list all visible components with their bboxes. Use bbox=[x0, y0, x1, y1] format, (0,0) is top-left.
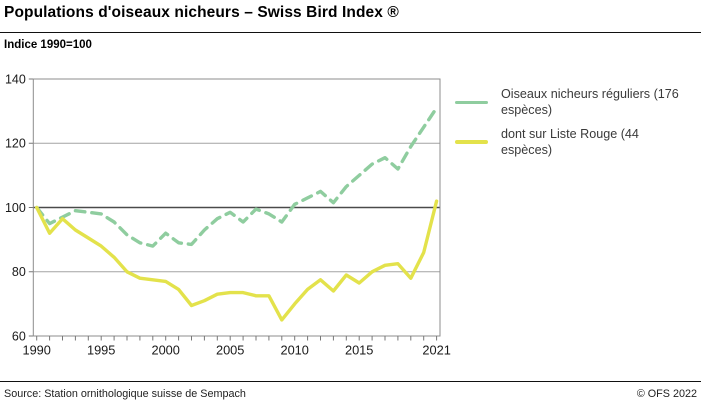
legend-swatch-liste-rouge bbox=[455, 140, 488, 144]
legend-item-reguliers: Oiseaux nicheurs réguliers (176 espèces) bbox=[455, 86, 697, 119]
legend-item-liste-rouge: dont sur Liste Rouge (44 espèces) bbox=[455, 126, 697, 159]
series-liste-rouge bbox=[35, 199, 439, 322]
y-axis-label-80: 80 bbox=[12, 265, 26, 279]
y-axis-label-120: 120 bbox=[5, 137, 26, 151]
chart-legend: Oiseaux nicheurs réguliers (176 espèces)… bbox=[455, 86, 697, 165]
y-axis-label-140: 140 bbox=[5, 72, 26, 86]
index-unit-label: Indice 1990=100 bbox=[4, 39, 92, 51]
legend-label-liste-rouge: dont sur Liste Rouge (44 espèces) bbox=[501, 126, 639, 158]
x-axis-label-2010: 2010 bbox=[280, 343, 308, 358]
x-axis-label-1990: 1990 bbox=[22, 343, 50, 358]
title-divider bbox=[0, 32, 701, 33]
page-title: Populations d'oiseaux nicheurs – Swiss B… bbox=[4, 4, 399, 21]
x-axis-label-2000: 2000 bbox=[151, 343, 179, 358]
x-axis-label-2015: 2015 bbox=[345, 343, 373, 358]
x-axis-label-2005: 2005 bbox=[216, 343, 244, 358]
legend-swatch-reguliers bbox=[455, 100, 488, 105]
line-chart: 60 80 100 120 140 1990 1995 2000 2005 2010 2015 202… bbox=[5, 72, 451, 358]
copyright-label: © OFS 2022 bbox=[636, 388, 697, 400]
plot-frame bbox=[32, 78, 441, 337]
x-axis-label-2021: 2021 bbox=[422, 343, 450, 358]
footer-divider bbox=[0, 381, 701, 382]
source-label: Source: Station ornithologique suisse de… bbox=[4, 388, 246, 400]
series-oiseaux-nicheurs-reguliers bbox=[35, 106, 439, 248]
legend-label-reguliers: Oiseaux nicheurs réguliers (176 espèces) bbox=[501, 87, 679, 118]
y-axis-label-100: 100 bbox=[5, 201, 26, 215]
x-axis-label-1995: 1995 bbox=[87, 343, 115, 358]
y-axis-label-60: 60 bbox=[12, 329, 26, 343]
